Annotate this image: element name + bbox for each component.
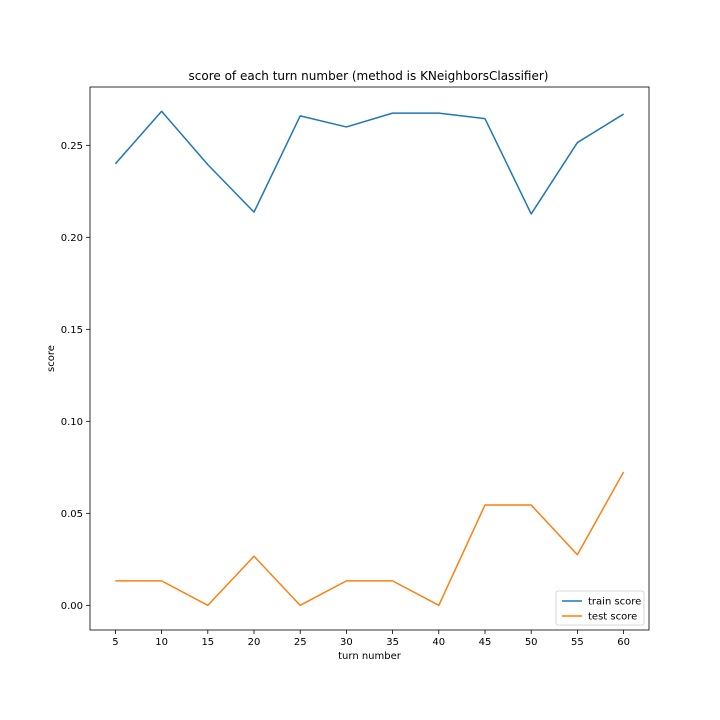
x-axis-label: turn number xyxy=(338,651,402,662)
y-tick-label: 0.15 xyxy=(61,325,83,336)
chart-title: score of each turn number (method is KNe… xyxy=(189,69,549,83)
y-tick-label: 0.05 xyxy=(61,509,83,520)
x-tick-label: 10 xyxy=(155,637,168,648)
x-tick-label: 45 xyxy=(479,637,492,648)
x-tick-label: 5 xyxy=(112,637,118,648)
y-axis: 0.00 0.05 0.10 0.15 0.20 0.25 xyxy=(61,141,90,612)
series-layer xyxy=(114,110,625,607)
series-line-train-score xyxy=(114,110,624,215)
x-tick-label: 20 xyxy=(248,637,261,648)
x-tick-label: 40 xyxy=(432,637,445,648)
legend: train score test score xyxy=(555,590,645,626)
x-tick-label: 35 xyxy=(386,637,399,648)
y-tick-label: 0.10 xyxy=(61,417,83,428)
x-tick-label: 60 xyxy=(617,637,630,648)
x-tick-label: 30 xyxy=(340,637,353,648)
x-tick-label: 15 xyxy=(201,637,214,648)
x-axis: 5 10 15 20 25 30 35 40 45 50 55 60 xyxy=(112,630,630,648)
series-line-test-score xyxy=(115,471,625,607)
x-tick-label: 25 xyxy=(294,637,307,648)
y-tick-label: 0.20 xyxy=(61,233,83,244)
x-tick-label: 50 xyxy=(525,637,538,648)
legend-label: test score xyxy=(588,612,637,623)
y-tick-label: 0.00 xyxy=(61,601,83,612)
legend-label: train score xyxy=(588,597,641,608)
x-tick-label: 55 xyxy=(571,637,584,648)
y-tick-label: 0.25 xyxy=(61,141,83,152)
plot-area xyxy=(89,86,650,631)
y-axis-label: score xyxy=(46,345,57,372)
